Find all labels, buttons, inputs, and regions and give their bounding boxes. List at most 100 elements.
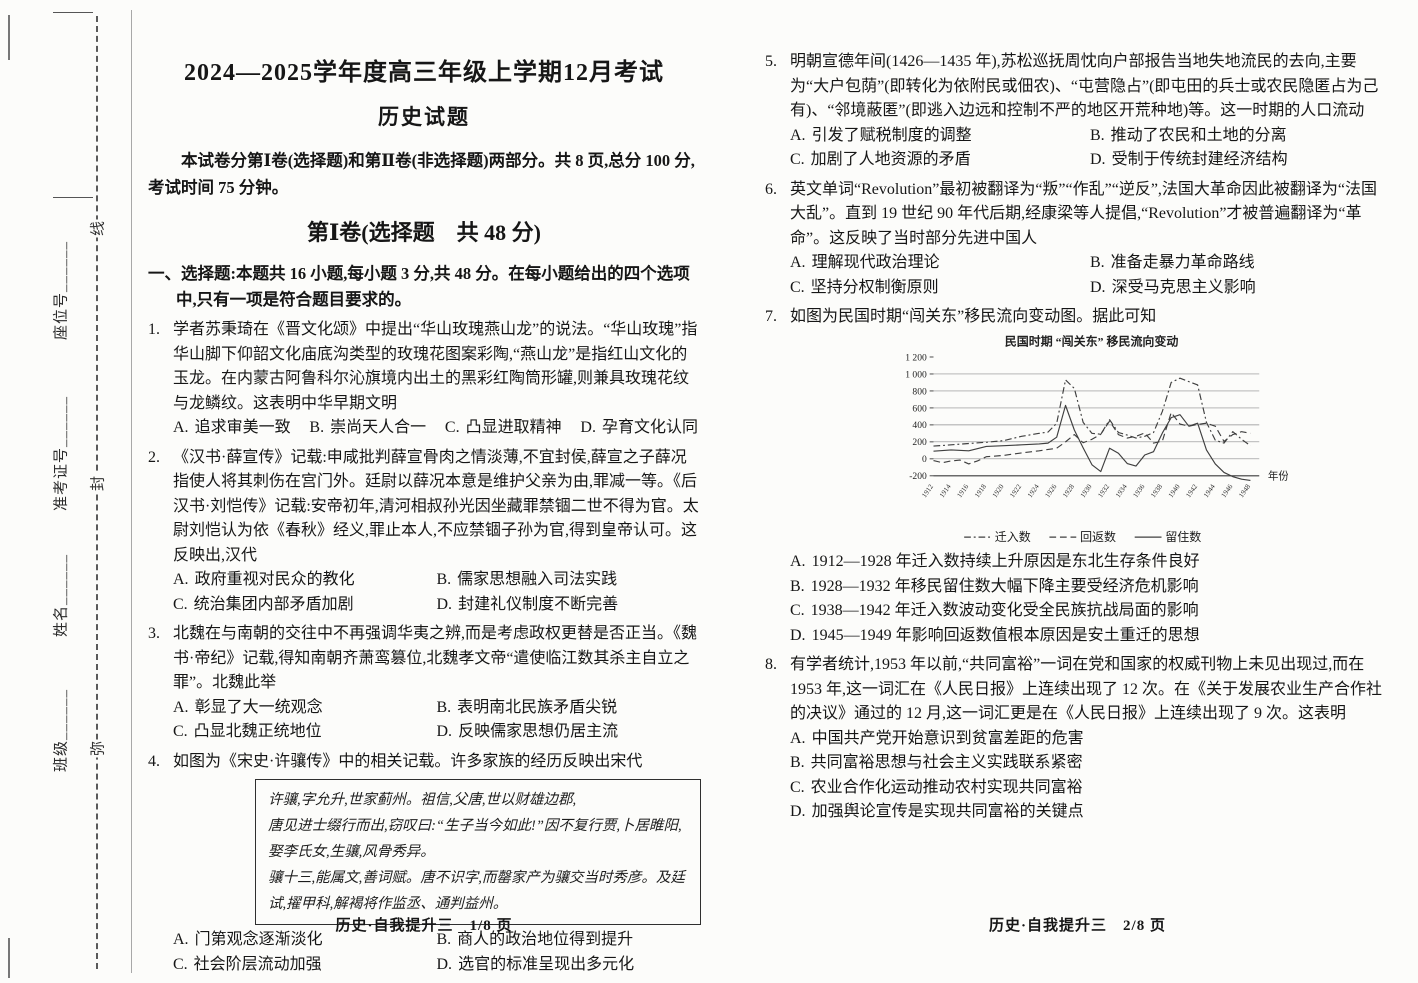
option-a: A. 引发了赋税制度的调整 (790, 126, 972, 144)
source-text-box: 许骧,字允升,世家蓟州。祖信,父唐,世以财雄边郡, 唐见进士缀行而出,窃叹曰:“… (255, 779, 701, 925)
page-title: 2024—2025学年度高三年级上学期12月考试 (184, 60, 664, 86)
question-stem: 《汉书·薛宣传》记载:申咸批判薛宣骨肉之情淡薄,不宜封侯,薛宣之子薛况指使人将其… (173, 448, 699, 564)
svg-text:1932: 1932 (1096, 482, 1111, 499)
options: A. 追求审美一致 B. 崇尚天人合一 C. 凸显进取精神 D. 孕育文化认同 (173, 416, 700, 441)
question-stem: 明朝宣德年间(1426—1435 年),苏松巡抚周忱向户部报告当地失地流民的去向… (790, 53, 1379, 119)
paper-subtitle: 历史试题 (378, 105, 470, 129)
svg-text:1948: 1948 (1237, 482, 1252, 499)
page-footer: 历史·自我提升三 1/8 页 (335, 918, 513, 934)
option-d: D. 受制于传统封建经济结构 (1090, 151, 1288, 168)
svg-text:1936: 1936 (1132, 482, 1147, 499)
svg-text:回返数: 回返数 (1080, 528, 1116, 543)
question-number: 7. (765, 308, 777, 325)
question-3: 3. 北魏在与南朝的交往中不再强调华夷之辨,而是考虑政权更替是否正当。《魏书·帝… (148, 622, 700, 745)
option-a: A. 1912—1928 年迁入数持续上升原因是东北生存条件良好 (790, 553, 1200, 571)
source-line: 骧十三,能属文,善词赋。唐不识字,而罄家产为骧交当时秀彦。及廷 (268, 870, 685, 886)
option-a: A. 理解现代政治理论 (790, 254, 940, 271)
options: A. 理解现代政治理论 B. 准备走暴力革命路线 C. 坚持分权制衡原则 D. 深受马克… (790, 251, 1390, 300)
svg-text:1912: 1912 (920, 482, 935, 499)
field-admission-number: 准考证号______ (53, 396, 70, 512)
option-a: A. 追求审美一致 (173, 419, 291, 436)
source-line: 许骧,字允升,世家蓟州。祖信,父唐,世以财雄边郡, (268, 792, 577, 808)
svg-text:迁入数: 迁入数 (995, 528, 1031, 543)
svg-text:1944: 1944 (1202, 482, 1217, 499)
option-b: B. 准备走暴力革命路线 (1090, 254, 1255, 271)
question-number: 8. (765, 656, 777, 674)
question-5: 5. 明朝宣德年间(1426—1435 年),苏松巡抚周忱向户部报告当地失地流民… (765, 50, 1390, 173)
field-seat-number: 座位号______ (53, 241, 70, 341)
option-c: C. 1938—1942 年迁入数波动变化受全民族抗战局面的影响 (790, 602, 1199, 620)
option-a: A. 门第观念逐渐淡化 (173, 931, 323, 948)
svg-text:1922: 1922 (1008, 482, 1023, 499)
svg-text:1918: 1918 (973, 482, 988, 499)
option-a: A. 中国共产党开始意识到贫富差距的危害 (790, 729, 1084, 747)
page-edge-rule (131, 10, 132, 973)
option-c: C. 农业合作化运动推动农村实现共同富裕 (790, 778, 1083, 796)
option-b: B. 崇尚天人合一 (309, 419, 427, 436)
option-d: D. 封建礼仪制度不断完善 (436, 595, 619, 613)
page-footer: 历史·自我提升三 2/8 页 (989, 918, 1166, 934)
option-d: D. 反映儒家思想仍居主流 (436, 723, 619, 740)
svg-text:留住数: 留住数 (1165, 528, 1201, 543)
question-4: 4. 如图为《宋史·许骧传》中的相关记载。许多家族的经历反映出宋代 许骧,字允升… (148, 750, 701, 978)
svg-text:-200: -200 (909, 471, 927, 482)
question-stem: 北魏在与南朝的交往中不再强调华夷之辨,而是考虑政权更替是否正当。《魏书·帝纪》记… (173, 625, 698, 691)
exam-page-1: 2024—2025学年度高三年级上学期12月考试 历史试题 本试卷分第Ⅰ卷(选择… (148, 0, 701, 983)
svg-text:200: 200 (912, 437, 927, 448)
svg-text:年份: 年份 (1268, 469, 1288, 482)
option-b: B. 表明南北民族矛盾尖锐 (436, 698, 618, 716)
option-b: B. 推动了农民和土地的分离 (1090, 126, 1287, 144)
svg-text:1938: 1938 (1149, 482, 1164, 499)
svg-text:1930: 1930 (1079, 482, 1094, 499)
question-stem: 如图为《宋史·许骧传》中的相关记载。许多家族的经历反映出宋代 (173, 752, 643, 770)
edge-mark-bottom (8, 938, 10, 978)
seal-dashed-line (96, 16, 98, 969)
option-c: C. 加剧了人地资源的矛盾 (790, 151, 971, 168)
option-c: C. 社会阶层流动加强 (173, 955, 322, 973)
option-b: B. 儒家思想融入司法实践 (436, 571, 618, 588)
options: A. 中国共产党开始意识到贫富差距的危害 B. 共同富裕思想与社会主义实践联系紧密 … (790, 727, 1390, 825)
question-number: 1. (148, 321, 160, 338)
svg-text:1934: 1934 (1114, 482, 1129, 499)
question-1: 1. 学者苏秉琦在《晋文化颂》中提出“华山玫瑰燕山龙”的说法。“华山玫瑰”指华山… (148, 318, 700, 441)
option-a: A. 政府重视对民众的教化 (173, 571, 355, 588)
question-number: 5. (765, 53, 777, 70)
source-line: 娶李氏女,生骧,风骨秀异。 (268, 844, 435, 860)
option-b: B. 1928—1932 年移民留住数大幅下降主要受经济危机影响 (790, 577, 1199, 595)
options: A. 彰显了大一统观念 B. 表明南北民族矛盾尖锐 C. 凸显北魏正统地位 D. 反映儒… (173, 696, 700, 745)
option-c: C. 坚持分权制衡原则 (790, 278, 939, 296)
option-d: D. 深受马克思主义影响 (1090, 278, 1256, 296)
svg-text:400: 400 (912, 420, 927, 431)
options: A. 1912—1928 年迁入数持续上升原因是东北生存条件良好 B. 1928—1… (790, 550, 1390, 648)
svg-text:1940: 1940 (1167, 482, 1182, 499)
selection-instructions: 一、选择题:本题共 16 小题,每小题 3 分,共 48 分。在每小题给出的四个… (148, 264, 690, 309)
option-c: C. 凸显进取精神 (444, 419, 562, 436)
question-7: 7. 如图为民国时期“闯关东”移民流向变动图。据此可知 民国时期 “闯关东” 移… (765, 305, 1390, 648)
option-d: D. 选官的标准呈现出多元化 (436, 955, 635, 973)
option-b: B. 商人的政治地位得到提升 (436, 931, 634, 948)
options: A. 政府重视对民众的教化 B. 儒家思想融入司法实践 C. 统治集团内部矛盾加剧 D… (173, 568, 700, 617)
question-stem: 学者苏秉琦在《晋文化颂》中提出“华山玫瑰燕山龙”的说法。“华山玫瑰”指华山脚下仰… (173, 321, 698, 412)
seal-char-feng: 封 (86, 474, 108, 493)
seal-char-xian: 线 (86, 219, 108, 238)
source-line: 唐见进士缀行而出,窃叹曰:“生子当今如此!”因不复行贾,卜居睢阳, (268, 818, 682, 834)
svg-text:1946: 1946 (1220, 482, 1235, 499)
option-a: A. 彰显了大一统观念 (173, 698, 323, 716)
fold-mark-middle (53, 197, 93, 198)
option-d: D. 1945—1949 年影响回返数值根本原因是安土重迁的思想 (790, 626, 1200, 644)
question-number: 6. (765, 180, 777, 198)
svg-text:1924: 1924 (1026, 482, 1041, 499)
svg-text:1916: 1916 (956, 482, 971, 499)
svg-text:民国时期 “闯关东” 移民流向变动: 民国时期 “闯关东” 移民流向变动 (1005, 334, 1179, 348)
svg-text:1 200: 1 200 (905, 352, 927, 363)
question-number: 3. (148, 625, 160, 642)
source-line: 试,擢甲科,解褐将作监丞、通判益州。 (268, 896, 508, 912)
option-d: D. 孕育文化认同 (580, 419, 698, 436)
question-stem: 英文单词“Revolution”最初被翻译为“叛”“作乱”“逆反”,法国大革命因… (790, 180, 1378, 247)
option-b: B. 共同富裕思想与社会主义实践联系紧密 (790, 754, 1083, 772)
seal-char-mi: 弥 (86, 739, 108, 758)
migration-chart-svg: 民国时期 “闯关东” 移民流向变动 -200 0 200 400 600 800 1 000 1… (905, 334, 1288, 544)
svg-text:0: 0 (922, 454, 927, 465)
question-stem: 如图为民国时期“闯关东”移民流向变动图。据此可知 (790, 308, 1157, 325)
options: A. 门第观念逐渐淡化 B. 商人的政治地位得到提升 C. 社会阶层流动加强 D. 选官… (173, 928, 700, 977)
